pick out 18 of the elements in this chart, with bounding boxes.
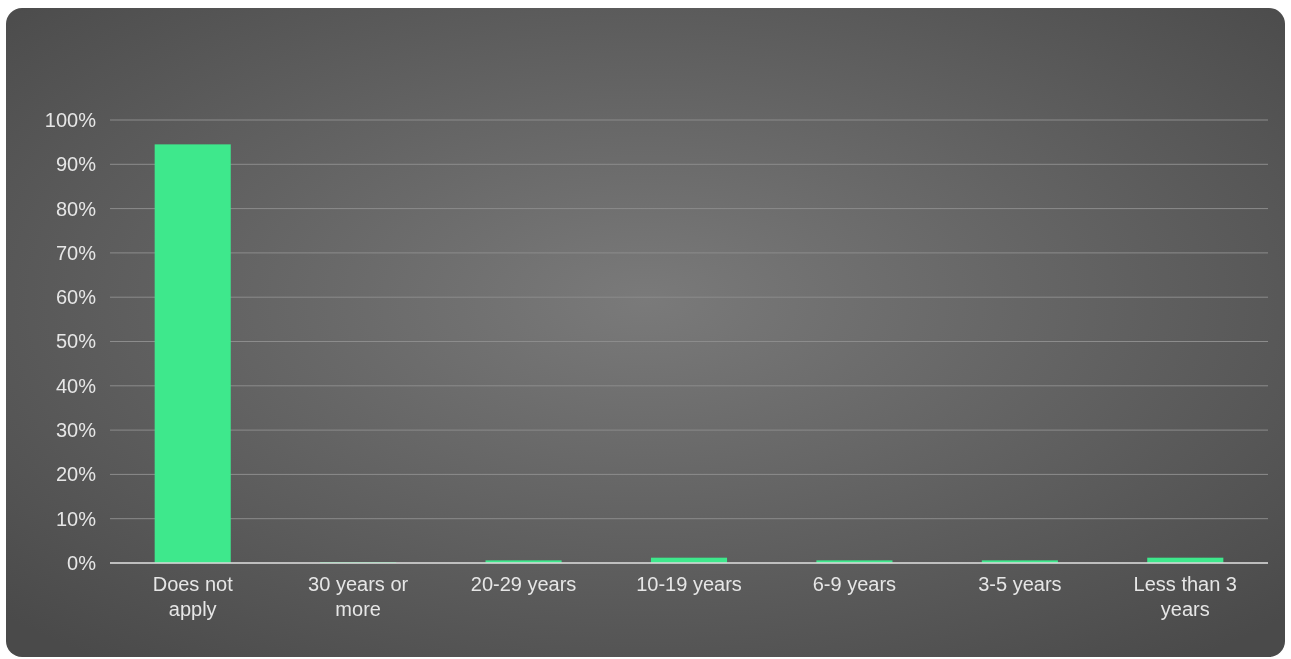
y-tick-label: 40% — [55, 374, 97, 397]
x-tick-label: 10-19 years — [636, 573, 742, 596]
y-tick-label: 80% — [55, 197, 97, 220]
x-tick-label: 30 years or more — [308, 573, 409, 621]
x-tick-label: Does not apply — [152, 573, 234, 621]
y-tick-label: 70% — [55, 241, 97, 264]
y-tick-label: 100% — [44, 108, 97, 131]
x-tick-label: Less than 3 years — [1133, 573, 1237, 621]
y-tick-label: 20% — [55, 463, 97, 486]
x-tick-label: 6-9 years — [812, 573, 897, 596]
y-tick-label: 10% — [55, 507, 97, 530]
y-tick-label: 30% — [55, 419, 97, 441]
y-tick-label: 0% — [67, 551, 97, 574]
y-tick-label: 50% — [55, 330, 97, 353]
y-tick-label: 60% — [55, 286, 97, 309]
y-tick-label: 90% — [55, 153, 97, 176]
x-tick-label: 20-29 years — [470, 573, 577, 596]
x-tick-label: 3-5 years — [978, 573, 1062, 596]
